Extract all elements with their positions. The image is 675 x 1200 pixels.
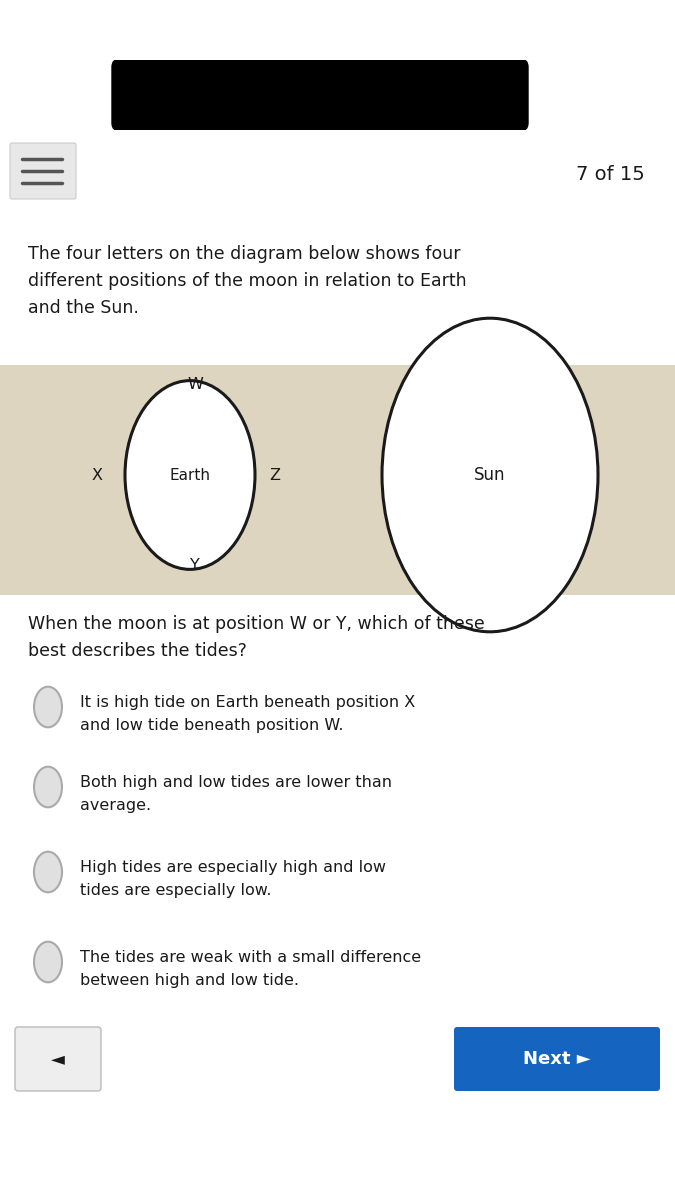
Ellipse shape: [34, 852, 62, 893]
Text: ←: ←: [68, 1141, 92, 1169]
Bar: [0, 365, 675, 595]
Text: Y: Y: [190, 558, 200, 572]
Text: ✕: ✕: [404, 1141, 427, 1169]
Text: TFW: TFW: [18, 23, 47, 35]
Text: It is high tide on Earth beneath position X
and low tide beneath position W.: It is high tide on Earth beneath positio…: [80, 695, 415, 733]
Ellipse shape: [34, 686, 62, 727]
Text: High tides are especially high and low
tides are especially low.: High tides are especially high and low t…: [80, 860, 386, 898]
Text: →: →: [173, 1141, 196, 1169]
FancyBboxPatch shape: [112, 59, 528, 131]
Text: Sun: Sun: [475, 466, 506, 484]
Text: Earth: Earth: [169, 468, 211, 482]
Text: Z: Z: [269, 468, 280, 482]
Text: ←: ←: [20, 83, 40, 107]
FancyBboxPatch shape: [454, 1027, 660, 1091]
Text: W: W: [187, 377, 203, 392]
Text: The four letters on the diagram below shows four
different positions of the moon: The four letters on the diagram below sh…: [28, 245, 466, 317]
Text: ◄: ◄: [51, 1050, 65, 1068]
Text: When the moon is at position W or Y, which of these
best describes the tides?: When the moon is at position W or Y, whi…: [28, 614, 485, 660]
Text: 7 of 15: 7 of 15: [576, 166, 645, 185]
Text: 15%: 15%: [639, 24, 663, 34]
Text: X: X: [92, 468, 103, 482]
Text: The tides are weak with a small difference
between high and low tide.: The tides are weak with a small differen…: [80, 950, 421, 988]
Ellipse shape: [34, 767, 62, 808]
FancyBboxPatch shape: [10, 143, 76, 199]
FancyBboxPatch shape: [15, 1027, 101, 1091]
Text: Both high and low tides are lower than
average.: Both high and low tides are lower than a…: [80, 775, 392, 812]
Ellipse shape: [125, 380, 255, 569]
Text: Next ►: Next ►: [523, 1050, 591, 1068]
Text: 8:24 PM: 8:24 PM: [306, 22, 369, 36]
Text: ↺: ↺: [288, 1141, 312, 1169]
Ellipse shape: [34, 942, 62, 983]
Ellipse shape: [382, 318, 598, 631]
